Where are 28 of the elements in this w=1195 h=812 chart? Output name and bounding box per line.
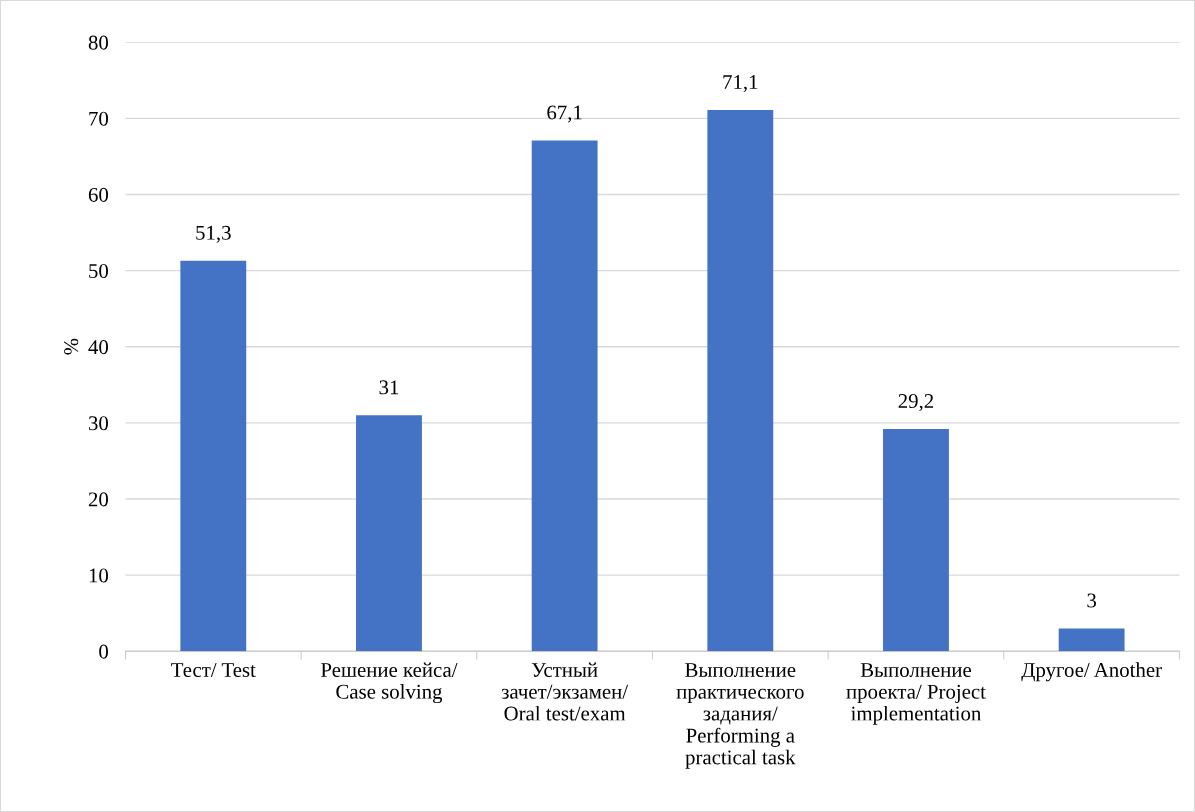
bar [356, 415, 422, 652]
data-label: 3 [1087, 593, 1097, 608]
y-axis-title: % [64, 338, 79, 355]
x-tick-label: Тест/ Test [171, 663, 256, 677]
bar [1058, 628, 1125, 652]
bar [707, 109, 774, 652]
y-tick-label: 40 [88, 340, 109, 355]
bar [180, 260, 247, 652]
bar [883, 428, 949, 652]
x-tick-label: Решение кейса/ Case solving [321, 662, 458, 704]
x-tick-label: Выполнение практического задания/ Performing a practical task [676, 663, 804, 769]
y-tick-label: 30 [88, 416, 109, 431]
x-tick-label: Другое/ Another [1021, 662, 1162, 682]
y-tick-label: 20 [88, 492, 109, 507]
y-tick-label: 50 [89, 263, 109, 279]
data-label: 67,1 [547, 105, 582, 123]
y-tick-label: 80 [88, 35, 109, 50]
bar [531, 140, 598, 652]
data-label: 51,3 [196, 225, 231, 243]
y-tick-label: 70 [89, 111, 109, 126]
x-tick-label: Устный зачет/экзамен/ Oral test/exam [501, 662, 629, 721]
data-label: 31 [379, 380, 399, 395]
data-label: 29,2 [898, 394, 934, 412]
data-label: 71,1 [723, 75, 758, 93]
x-tick-label: Выполнение проекта/ Project implementation [846, 663, 986, 725]
y-tick-label: 0 [99, 644, 109, 659]
y-tick-label: 60 [88, 187, 109, 202]
y-tick-label: 10 [89, 568, 109, 583]
